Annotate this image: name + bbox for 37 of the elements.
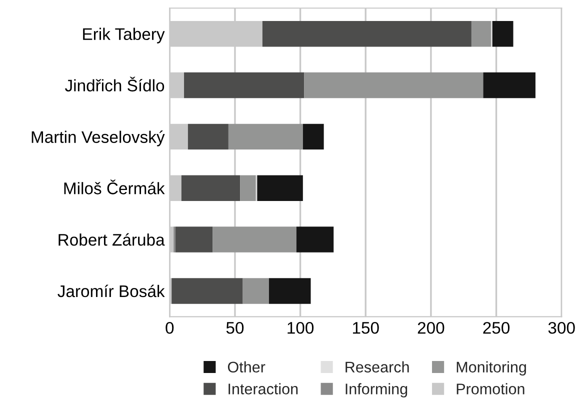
y-tick-label: Jindřich Šídlo <box>65 76 164 92</box>
bar <box>296 226 334 252</box>
bar <box>181 175 240 201</box>
bar <box>257 175 303 201</box>
x-tick-label: 50 <box>226 322 244 334</box>
x-tick-label: 150 <box>352 322 379 334</box>
bar <box>240 175 256 201</box>
x-tick-label: 0 <box>166 322 174 334</box>
bar <box>262 20 472 47</box>
x-tick-label: 300 <box>548 322 575 334</box>
y-tick-label: Robert Záruba <box>58 233 165 246</box>
bar <box>176 226 213 252</box>
x-tick-label: 250 <box>483 322 510 334</box>
legend-label: Research <box>346 361 409 373</box>
y-tick-label: Martin Veselovský <box>32 130 165 146</box>
y-tick-label: Erik Tabery <box>83 28 165 44</box>
bar <box>483 72 536 98</box>
legend-label: Monitoring <box>456 361 526 376</box>
legend-label: Other <box>228 361 266 373</box>
bar <box>471 20 492 47</box>
bar <box>492 20 514 47</box>
bar <box>172 278 243 304</box>
legend-label: Promotion <box>456 383 524 394</box>
x-tick-label: 100 <box>288 322 314 334</box>
bar <box>228 124 303 150</box>
y-tick-label: Miloš Čermák <box>64 180 165 194</box>
bar <box>268 278 311 304</box>
bar <box>212 226 296 252</box>
y-tick-label: Jaromír Bosák <box>58 284 165 298</box>
bar <box>302 124 324 150</box>
legend-label: Interaction <box>228 383 298 394</box>
x-tick-label: 200 <box>418 322 444 334</box>
legend-label: Informing <box>346 383 408 398</box>
bar <box>184 72 304 98</box>
bar <box>188 124 228 150</box>
bar <box>304 72 484 98</box>
bar <box>242 278 269 304</box>
